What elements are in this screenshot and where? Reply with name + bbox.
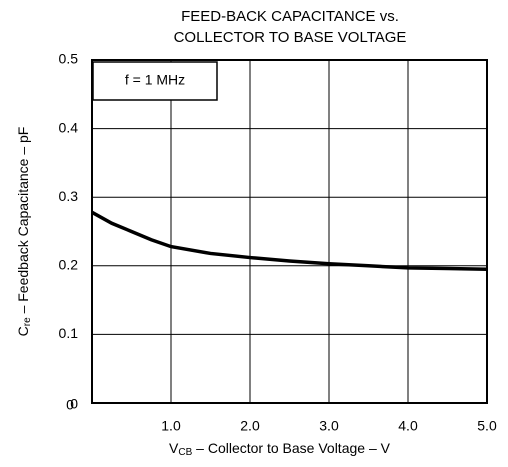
y-axis-label-symbol: C xyxy=(15,326,31,336)
x-tick-label: 1.0 xyxy=(161,418,181,434)
y-tick-label: 0.4 xyxy=(59,119,79,135)
x-tick-label: 2.0 xyxy=(240,418,260,434)
y-tick-label: 0 xyxy=(70,396,78,412)
y-axis-label-text: – Feedback Capacitance – pF xyxy=(15,127,31,318)
y-tick-label: 0.3 xyxy=(59,188,79,204)
x-axis-label-text: – Collector to Base Voltage – V xyxy=(192,440,390,456)
x-axis-label-subscript: CB xyxy=(178,447,192,458)
x-axis-label: VCB – Collector to Base Voltage – V xyxy=(169,440,391,458)
annotation: f = 1 MHz xyxy=(125,72,185,88)
y-tick-label: 0.1 xyxy=(59,325,79,341)
chart-title: COLLECTOR TO BASE VOLTAGE xyxy=(174,29,407,46)
x-tick-label: 0 xyxy=(66,397,74,413)
x-tick-label: 3.0 xyxy=(319,418,339,434)
y-axis-label-subscript: re xyxy=(22,317,33,326)
x-tick-label: 5.0 xyxy=(477,418,497,434)
data-line xyxy=(91,210,488,271)
x-axis-label-symbol: V xyxy=(169,440,179,456)
y-axis-label: Cre – Feedback Capacitance – pF xyxy=(15,127,33,337)
annotation-box xyxy=(92,61,218,101)
y-tick-label: 0.2 xyxy=(59,257,79,273)
chart-title: FEED-BACK CAPACITANCE vs. xyxy=(181,8,399,25)
x-tick-label: 4.0 xyxy=(398,418,418,434)
plot-frame xyxy=(91,59,488,404)
y-tick-label: 0.5 xyxy=(59,51,79,67)
